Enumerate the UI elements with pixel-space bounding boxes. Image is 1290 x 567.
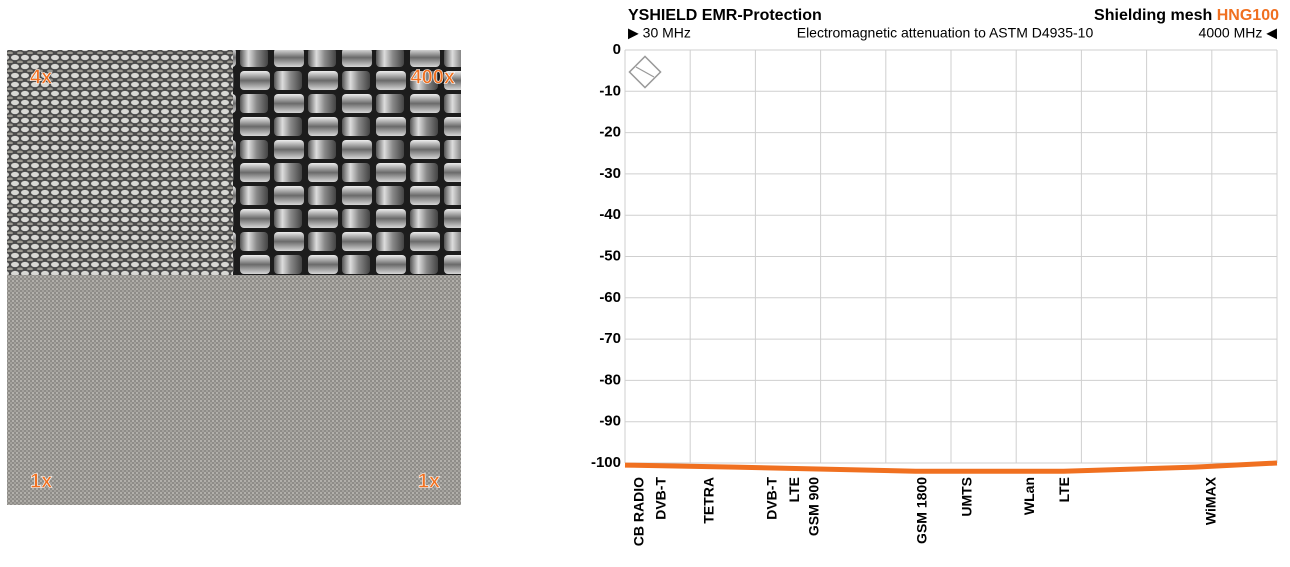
y-tick-label: -40 [599,206,621,223]
band-label: DVB-T [764,477,780,520]
logo [628,55,662,89]
band-label: UMTS [959,477,975,517]
zoom-label: 4x [30,66,52,88]
band-label: DVB-T [653,477,669,520]
band-label: LTE [786,477,802,502]
band-label: TETRA [701,477,717,524]
x-tick-label: 4000 MHz ◀ [1199,25,1278,41]
y-tick-label: -70 [599,330,621,347]
zoom-label: 1x [30,470,52,492]
chart: YSHIELD EMR-Protection Shielding mesh HN… [591,7,1279,546]
data-line [624,460,1278,474]
y-tick-label: 0 [613,41,621,58]
y-tick-label: -80 [599,371,621,388]
x-tick-label: ▶ 30 MHz [628,25,691,41]
product-prefix: Shielding mesh [1094,7,1212,24]
logo-stroke [635,66,655,78]
band-label: GSM 900 [806,477,822,536]
fabric-photo: 4x 400x 1x 1x [7,50,461,505]
y-tick-label: -50 [599,247,621,264]
y-tick-label: -90 [599,413,621,430]
product-code: HNG100 [1217,7,1279,24]
band-label: GSM 1800 [914,477,930,544]
y-tick-label: -10 [599,82,621,99]
band-label: LTE [1056,477,1072,502]
zoom-label: 400x [411,66,456,88]
photo-400x [233,50,461,275]
band-label: WLan [1021,477,1037,515]
band-label: WiMAX [1203,476,1219,525]
y-tick-label: -100 [591,454,621,471]
product-name: Shielding mesh HNG100 [1094,7,1279,24]
y-tick-label: -20 [599,124,621,141]
y-tick-label: -30 [599,165,621,182]
chart-subtitle: Electromagnetic attenuation to ASTM D493… [797,25,1094,41]
chart-title: YSHIELD EMR-Protection [628,7,822,24]
band-label: CB RADIO [631,477,647,546]
y-tick-label: -60 [599,289,621,306]
photo-1x [7,275,461,505]
photo-4x [7,50,233,275]
zoom-label: 1x [418,470,440,492]
